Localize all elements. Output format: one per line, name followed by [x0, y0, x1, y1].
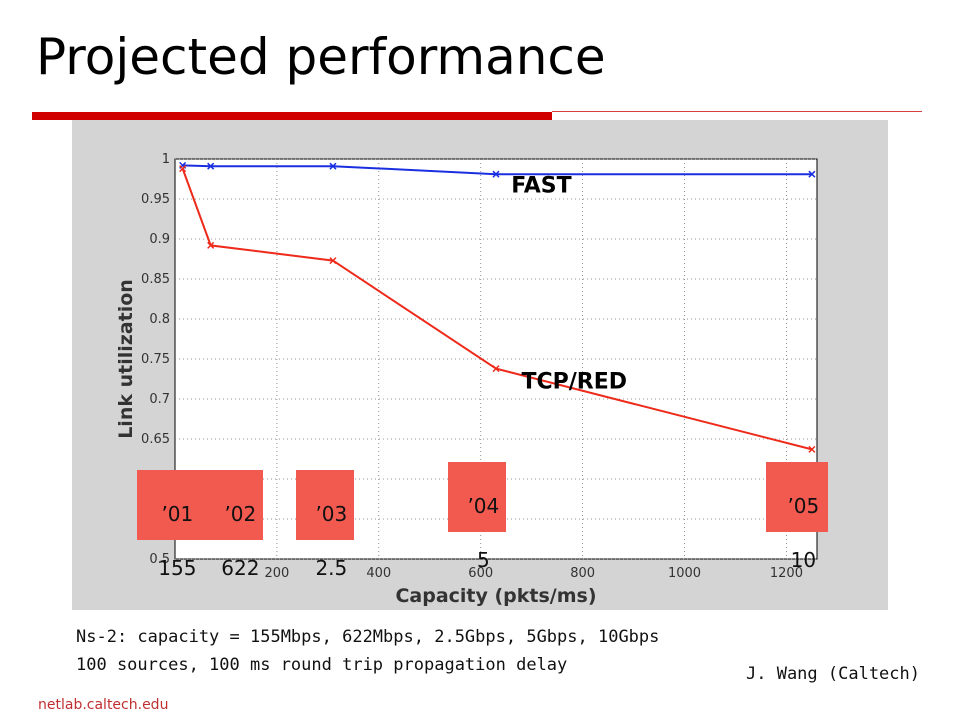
data-point: [492, 170, 500, 178]
title-underline-accent: [32, 112, 552, 120]
title-underline-thin: [552, 111, 922, 112]
utilization-chart: 200400600800100012000.50.550.60.650.70.7…: [115, 152, 818, 607]
year-box-2004: ’04 5: [448, 462, 506, 572]
data-point: [808, 170, 816, 178]
capacity-label: 5: [476, 548, 490, 572]
year-box-2005: ’05 10: [766, 462, 828, 572]
y-tick-label: 1: [162, 152, 170, 167]
x-tick-label: 800: [570, 566, 595, 581]
capacity-label: 2.5: [315, 556, 348, 580]
year-box-2001: ’01 155: [137, 470, 205, 580]
capacity-label: 155: [158, 556, 197, 580]
x-tick-label: 1200: [770, 566, 803, 581]
y-tick-label: 0.95: [141, 192, 170, 207]
series-label-fast: FAST: [511, 174, 571, 199]
year-label: ’01: [161, 502, 194, 526]
year-box-2002: ’02 622: [205, 470, 263, 580]
year-label: ’05: [787, 494, 820, 518]
data-point: [179, 165, 187, 173]
data-point: [492, 365, 500, 373]
data-point: [207, 162, 215, 170]
x-tick-label: 400: [366, 566, 391, 581]
caption-line-1: Ns-2: capacity = 155Mbps, 622Mbps, 2.5Gb…: [76, 627, 660, 647]
slide-title: Projected performance: [36, 28, 606, 86]
year-label: ’04: [467, 494, 500, 518]
year-box-2003: ’03 2.5: [296, 470, 354, 580]
y-tick-label: 0.5: [149, 552, 170, 567]
author-credit: J. Wang (Caltech): [746, 664, 920, 684]
x-tick-label: 600: [468, 566, 493, 581]
y-tick-label: 0.75: [141, 352, 170, 367]
capacity-label: 622: [221, 556, 260, 580]
data-point: [808, 445, 816, 453]
year-label: ’02: [224, 502, 257, 526]
data-point: [329, 162, 337, 170]
y-axis-label: Link utilization: [115, 279, 137, 439]
caption-line-2: 100 sources, 100 ms round trip propagati…: [76, 655, 568, 675]
y-tick-label: 0.7: [149, 392, 170, 407]
data-point: [207, 241, 215, 249]
y-tick-label: 0.8: [149, 312, 170, 327]
year-label: ’03: [315, 502, 348, 526]
footer-url: netlab.caltech.edu: [38, 697, 169, 713]
y-tick-label: 0.65: [141, 432, 170, 447]
x-axis-label: Capacity (pkts/ms): [395, 585, 596, 607]
capacity-label: 10: [790, 548, 817, 572]
data-point: [329, 257, 337, 265]
x-tick-label: 1000: [668, 566, 701, 581]
y-tick-label: 0.85: [141, 272, 170, 287]
series-label-tcp-red: TCP/RED: [521, 370, 627, 395]
y-tick-label: 0.9: [149, 232, 170, 247]
x-tick-label: 200: [264, 566, 289, 581]
